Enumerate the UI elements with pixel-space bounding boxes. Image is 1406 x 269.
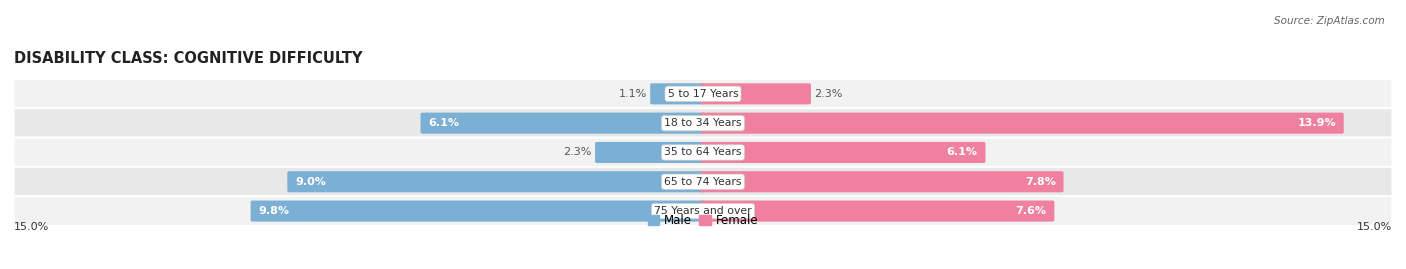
Text: 2.3%: 2.3% [814, 89, 842, 99]
Text: 35 to 64 Years: 35 to 64 Years [664, 147, 742, 157]
FancyBboxPatch shape [700, 171, 1063, 192]
FancyBboxPatch shape [700, 142, 986, 163]
Text: 75 Years and over: 75 Years and over [654, 206, 752, 216]
Text: 65 to 74 Years: 65 to 74 Years [664, 177, 742, 187]
FancyBboxPatch shape [700, 83, 811, 104]
Text: 15.0%: 15.0% [1357, 222, 1392, 232]
Text: 5 to 17 Years: 5 to 17 Years [668, 89, 738, 99]
Legend: Male, Female: Male, Female [643, 209, 763, 232]
Text: DISABILITY CLASS: COGNITIVE DIFFICULTY: DISABILITY CLASS: COGNITIVE DIFFICULTY [14, 51, 363, 66]
Text: 7.6%: 7.6% [1015, 206, 1046, 216]
Text: 13.9%: 13.9% [1298, 118, 1336, 128]
FancyBboxPatch shape [595, 142, 706, 163]
FancyBboxPatch shape [700, 113, 1344, 134]
FancyBboxPatch shape [700, 200, 1054, 222]
FancyBboxPatch shape [14, 108, 1392, 138]
Text: 15.0%: 15.0% [14, 222, 49, 232]
Text: 18 to 34 Years: 18 to 34 Years [664, 118, 742, 128]
Text: 2.3%: 2.3% [564, 147, 592, 157]
FancyBboxPatch shape [420, 113, 706, 134]
FancyBboxPatch shape [14, 79, 1392, 109]
Text: 6.1%: 6.1% [946, 147, 977, 157]
Text: 6.1%: 6.1% [429, 118, 460, 128]
Text: 9.0%: 9.0% [295, 177, 326, 187]
FancyBboxPatch shape [250, 200, 706, 222]
FancyBboxPatch shape [14, 196, 1392, 226]
FancyBboxPatch shape [650, 83, 706, 104]
Text: Source: ZipAtlas.com: Source: ZipAtlas.com [1274, 16, 1385, 26]
FancyBboxPatch shape [287, 171, 706, 192]
FancyBboxPatch shape [14, 137, 1392, 167]
FancyBboxPatch shape [14, 167, 1392, 197]
Text: 9.8%: 9.8% [259, 206, 290, 216]
Text: 1.1%: 1.1% [619, 89, 647, 99]
Text: 7.8%: 7.8% [1025, 177, 1056, 187]
